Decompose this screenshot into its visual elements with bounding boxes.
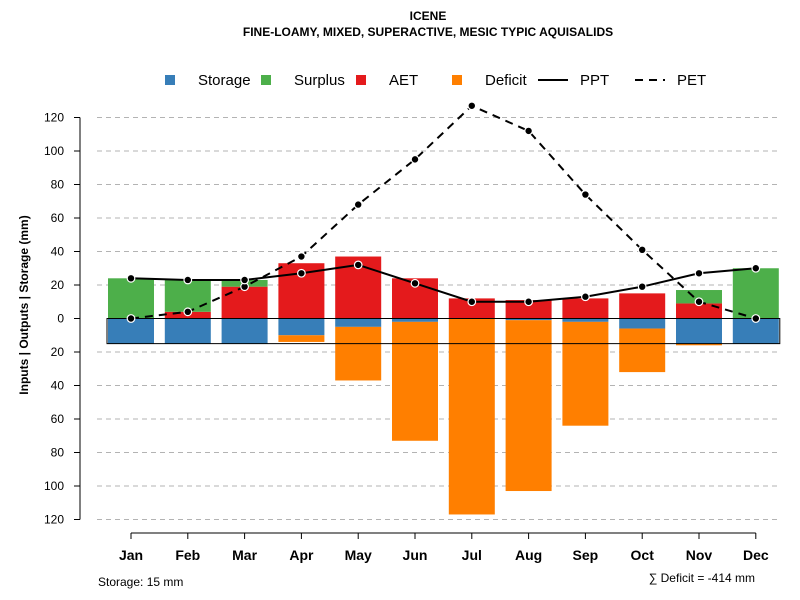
ppt-point [637,282,647,292]
ppt-point [694,268,704,278]
storage-capacity-box [106,318,781,345]
y-tick-label: 100 [44,144,64,158]
x-tick-label: May [345,547,372,563]
ppt-point [524,297,533,307]
y-tick-label: 60 [51,211,65,225]
ppt-point [297,268,306,278]
x-tick-label: Jun [403,547,428,563]
chart-subtitle: FINE-LOAMY, MIXED, SUPERACTIVE, MESIC TY… [243,25,613,39]
storage-bar [676,318,722,344]
deficit-bar [278,335,325,342]
deficit-bar [392,321,438,441]
legend-label: PET [677,72,706,89]
lines [126,101,761,323]
deficit-bar [676,343,722,346]
y-axis-title: Inputs | Outputs | Storage (mm) [17,215,31,394]
legend-swatch [452,75,462,85]
pet-point [751,314,761,323]
x-tick-label: Jan [119,547,143,563]
y-tick-label: 20 [51,345,65,359]
bars [108,256,779,515]
pet-line [130,104,757,320]
aet-bar [676,303,722,319]
y-tick-label: 40 [51,379,65,393]
pet-point [694,297,704,307]
storage-bar [221,318,268,344]
ppt-point [240,275,250,285]
storage-bar [562,318,609,322]
y-tick-label: 120 [44,513,64,527]
pet-point [126,314,136,323]
storage-bar [505,318,552,321]
surplus-bar [108,278,154,319]
ppt-point [183,275,193,285]
legend-label: Deficit [485,72,528,89]
pet-point [183,307,193,317]
x-tick-label: Nov [686,547,713,563]
y-tick-label: 60 [51,412,65,426]
storage-bar [278,318,325,336]
x-tick-label: Sep [573,547,599,563]
pet-point [581,190,590,199]
storage-bar [619,318,666,329]
surplus-bar [164,279,211,312]
legend-label: PPT [580,72,609,89]
aet-bar [221,286,268,319]
legend-label: AET [389,72,418,89]
aet-bar [505,300,552,319]
y-tick-label: 120 [44,111,64,125]
x-tick-label: Apr [289,547,314,563]
pet-point [524,126,533,136]
chart-title: ICENE [410,9,447,23]
aet-bar [448,298,495,319]
x-tick-label: Oct [631,547,655,563]
deficit-bar [448,318,495,515]
x-tick-label: Dec [743,547,769,563]
ppt-point [751,263,761,273]
deficit-bar [562,321,609,426]
ppt-point [353,260,363,270]
legend-label: Surplus [294,72,345,89]
ppt-point [126,273,136,283]
x-tick-label: Jul [462,547,482,563]
y-tick-label: 80 [51,446,65,460]
legend-swatch [261,75,271,85]
legend: Storage Surplus AET Deficit PPT PET [165,72,706,89]
y-tick-label: 80 [51,178,65,192]
aet-bar [562,298,609,319]
surplus-bar [732,268,779,319]
axes: 120 100 80 60 40 20 0 20 40 60 80 100 120 Jan Feb Mar Ap… [44,111,769,564]
legend-swatch [165,75,175,85]
ppt-point [467,297,477,307]
gridlines [97,117,780,520]
y-tick-label: 100 [44,479,64,493]
pet-point [467,101,477,111]
legend-label: Storage [198,72,251,89]
y-tick-label: 40 [51,245,65,259]
y-tick-label: 0 [57,312,64,326]
aet-bar [619,293,666,319]
deficit-note: ∑ Deficit = -414 mm [649,571,755,585]
deficit-bar [335,326,382,381]
ppt-line [130,263,756,303]
surplus-bar [676,290,722,304]
deficit-bar [505,320,552,492]
x-tick-label: Feb [175,547,200,563]
legend-swatch [356,75,366,85]
x-tick-label: Mar [232,547,257,563]
ppt-point [581,292,590,302]
pet-point [297,252,306,261]
x-tick-label: Aug [515,547,542,563]
deficit-bar [619,328,666,373]
ppt-point [410,278,420,288]
pet-point [353,200,363,210]
storage-bar [335,318,382,327]
storage-note: Storage: 15 mm [98,575,183,589]
y-tick-label: 20 [51,278,65,292]
pet-point [410,154,420,164]
storage-bar [164,318,211,344]
storage-bar [392,318,438,322]
pet-point [637,245,647,255]
